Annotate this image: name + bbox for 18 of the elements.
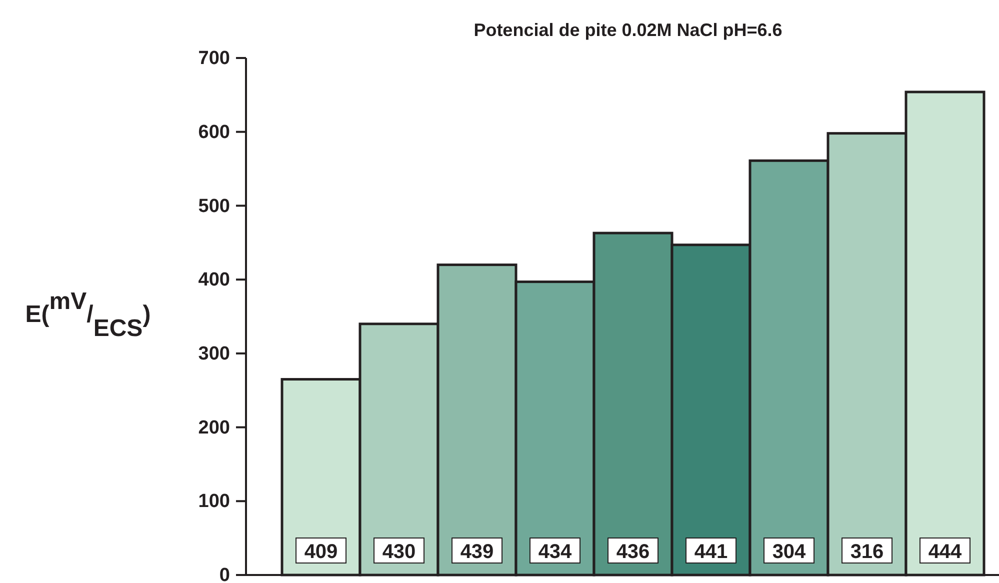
x-tick-label: 439 [460,541,494,564]
x-tick-label: 436 [616,541,650,564]
y-tick-label: 600 [198,122,230,143]
y-tick-label: 0 [219,565,230,583]
y-tick-label: 500 [198,196,230,217]
chart-title: Potencial de pite 0.02M NaCl pH=6.6 [474,20,782,40]
y-tick-label: 700 [198,48,230,70]
y-tick-label: 200 [198,417,230,438]
x-tick-label: 409 [304,541,338,564]
y-tick-label: 300 [198,344,230,365]
x-tick-label: 430 [382,541,416,564]
y-tick-label: 400 [198,270,230,291]
y-tick-label: 100 [198,491,230,512]
x-tick-label: 316 [850,541,884,564]
x-tick-label: 444 [928,541,963,564]
x-tick-label: 434 [538,541,573,564]
x-tick-label: 304 [772,541,807,564]
x-tick-label: 441 [694,541,728,564]
